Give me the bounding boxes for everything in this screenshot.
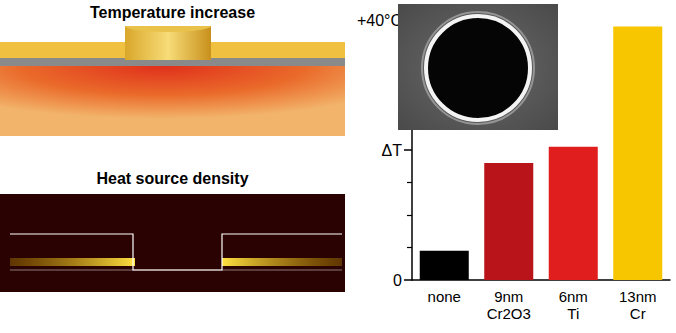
svg-text:6nm: 6nm — [559, 288, 588, 305]
html-text:Temperature increase: Temperature increase — [89, 4, 256, 21]
svg-text:+40°C: +40°C — [357, 12, 402, 29]
svg-text:9nm: 9nm — [494, 288, 523, 305]
svg-text:Cr2O3: Cr2O3 — [487, 305, 531, 322]
svg-text:13nm: 13nm — [619, 288, 657, 305]
svg-text:ΔT: ΔT — [382, 142, 403, 159]
html-text:Heat source density: Heat source density — [96, 170, 249, 187]
svg-text:Cr: Cr — [630, 305, 646, 322]
svg-text:0: 0 — [393, 272, 402, 289]
svg-text:none: none — [428, 288, 461, 305]
svg-text:Ti: Ti — [567, 305, 579, 322]
